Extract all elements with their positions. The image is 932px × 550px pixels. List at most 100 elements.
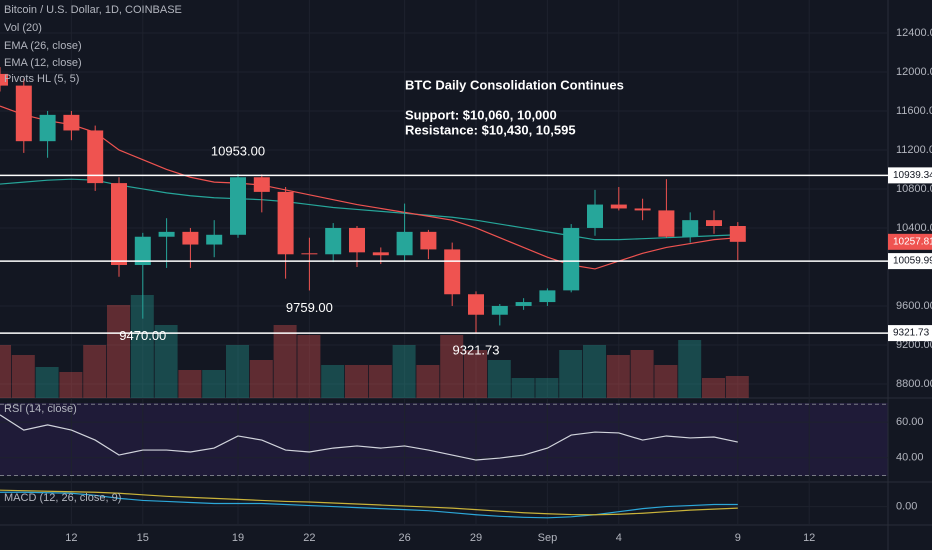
candle-body: [277, 191, 294, 255]
volume-bar: [392, 345, 416, 398]
y-tick-label: 12400.00: [896, 27, 932, 39]
candle-body: [301, 253, 318, 255]
candle-body: [39, 114, 56, 142]
candle-body: [349, 227, 365, 253]
volume-bar: [202, 370, 226, 398]
volume-bar: [487, 360, 511, 398]
candle-body: [729, 226, 746, 242]
y-tick-label: 9200.00: [896, 339, 932, 351]
volume-bar: [130, 295, 154, 398]
x-tick-label: 26: [398, 532, 410, 544]
volume-bar: [107, 305, 130, 398]
x-tick-label: 4: [616, 532, 622, 544]
overlay: 12 15 19 22 26 29 Sep 4 9 12 12400.00 12000.00 11600…: [0, 27, 932, 544]
volume-bar: [416, 365, 440, 398]
level-tag: [888, 253, 932, 270]
x-tick-label: 12: [803, 532, 815, 544]
annotation: Resistance: $10,430, 10,595: [405, 122, 576, 137]
volume-bar: [583, 345, 606, 398]
y-tick-label: 60.00: [896, 416, 924, 428]
macd-line: [0, 491, 738, 519]
volume-bar: [59, 372, 83, 398]
candle-body: [444, 249, 461, 295]
volume-bar: [559, 350, 583, 398]
candle-body: [182, 231, 199, 245]
x-tick-label: 29: [470, 532, 482, 544]
x-tick-label: 15: [137, 532, 149, 544]
volume-bar: [226, 345, 249, 398]
volume-bar: [249, 360, 273, 398]
candle-body: [325, 227, 342, 255]
x-tick-label: 22: [303, 532, 315, 544]
candle-body: [682, 220, 699, 237]
x-tick-label: 19: [232, 532, 244, 544]
volume-bar: [464, 350, 487, 398]
y-tick-label: 0.00: [896, 500, 917, 512]
last-price-tag: [888, 233, 932, 250]
level-label: 10059.99: [893, 256, 932, 267]
pivot-label: 9759.00: [286, 300, 333, 315]
volume-bar: [0, 345, 11, 398]
y-tick-label: 12000.00: [896, 66, 932, 78]
volume-bar: [606, 355, 630, 398]
x-tick-label: 12: [65, 532, 77, 544]
volume-bar: [678, 340, 702, 398]
level-label: 10939.34: [893, 170, 932, 181]
rsi-line: [0, 414, 738, 461]
rsi-label: RSI (14, close): [4, 403, 77, 415]
y-tick-label: 40.00: [896, 452, 924, 464]
candle-body: [587, 204, 603, 228]
pivot-label: 10953.00: [211, 143, 265, 158]
volume-bar: [178, 370, 202, 398]
volume-bar: [725, 376, 749, 398]
last-price-label: 10257.81: [893, 236, 932, 247]
ema-line: [0, 105, 738, 270]
candle-body: [396, 231, 413, 256]
level-tag: [888, 167, 932, 184]
candle-body: [206, 234, 223, 245]
candle-body: [515, 302, 532, 306]
indicator-label: EMA (26, close): [4, 40, 82, 52]
candle-body: [563, 227, 580, 291]
candle-body: [15, 85, 32, 142]
candle-body: [468, 294, 484, 315]
x-tick-label: Sep: [538, 532, 558, 544]
candle-body: [230, 177, 246, 235]
volume-bar: [11, 355, 35, 398]
candle-body: [158, 231, 175, 237]
candle-body: [87, 130, 104, 184]
rsi-band: [0, 403, 888, 476]
indicator-label: Pivots HL (5, 5): [4, 73, 79, 85]
y-tick-label: 10400.00: [896, 222, 932, 234]
volume-bar: [630, 350, 654, 398]
volume-bar: [297, 335, 321, 398]
volume-bar: [345, 365, 368, 398]
candle-body: [610, 204, 627, 209]
candle-body: [372, 252, 389, 256]
candle-body: [706, 220, 722, 227]
indicator-label: Vol (20): [4, 22, 42, 34]
candle-body: [111, 183, 127, 266]
x-tick-label: 9: [735, 532, 741, 544]
volume-bar: [535, 378, 559, 398]
candle-body: [63, 114, 80, 131]
volume-bar: [273, 325, 297, 398]
annotation: BTC Daily Consolidation Continues: [405, 77, 624, 92]
candle-body: [491, 305, 508, 315]
candle-body: [658, 210, 675, 237]
pivot-label: 9321.73: [453, 343, 500, 358]
candle-body: [253, 177, 270, 192]
candle-body: [134, 236, 151, 266]
volume-bar: [321, 365, 345, 398]
volume-bar: [702, 378, 725, 398]
candle-body: [539, 290, 556, 303]
volume-bar: [154, 325, 178, 398]
candle-body: [0, 73, 8, 86]
y-tick-label: 9600.00: [896, 300, 932, 312]
pivot-label: 9470.00: [119, 328, 166, 343]
volume-bar: [440, 335, 464, 398]
candle-body: [420, 231, 437, 250]
level-tag: [888, 325, 932, 342]
macd-label: MACD (12, 26, close, 9): [4, 492, 121, 504]
